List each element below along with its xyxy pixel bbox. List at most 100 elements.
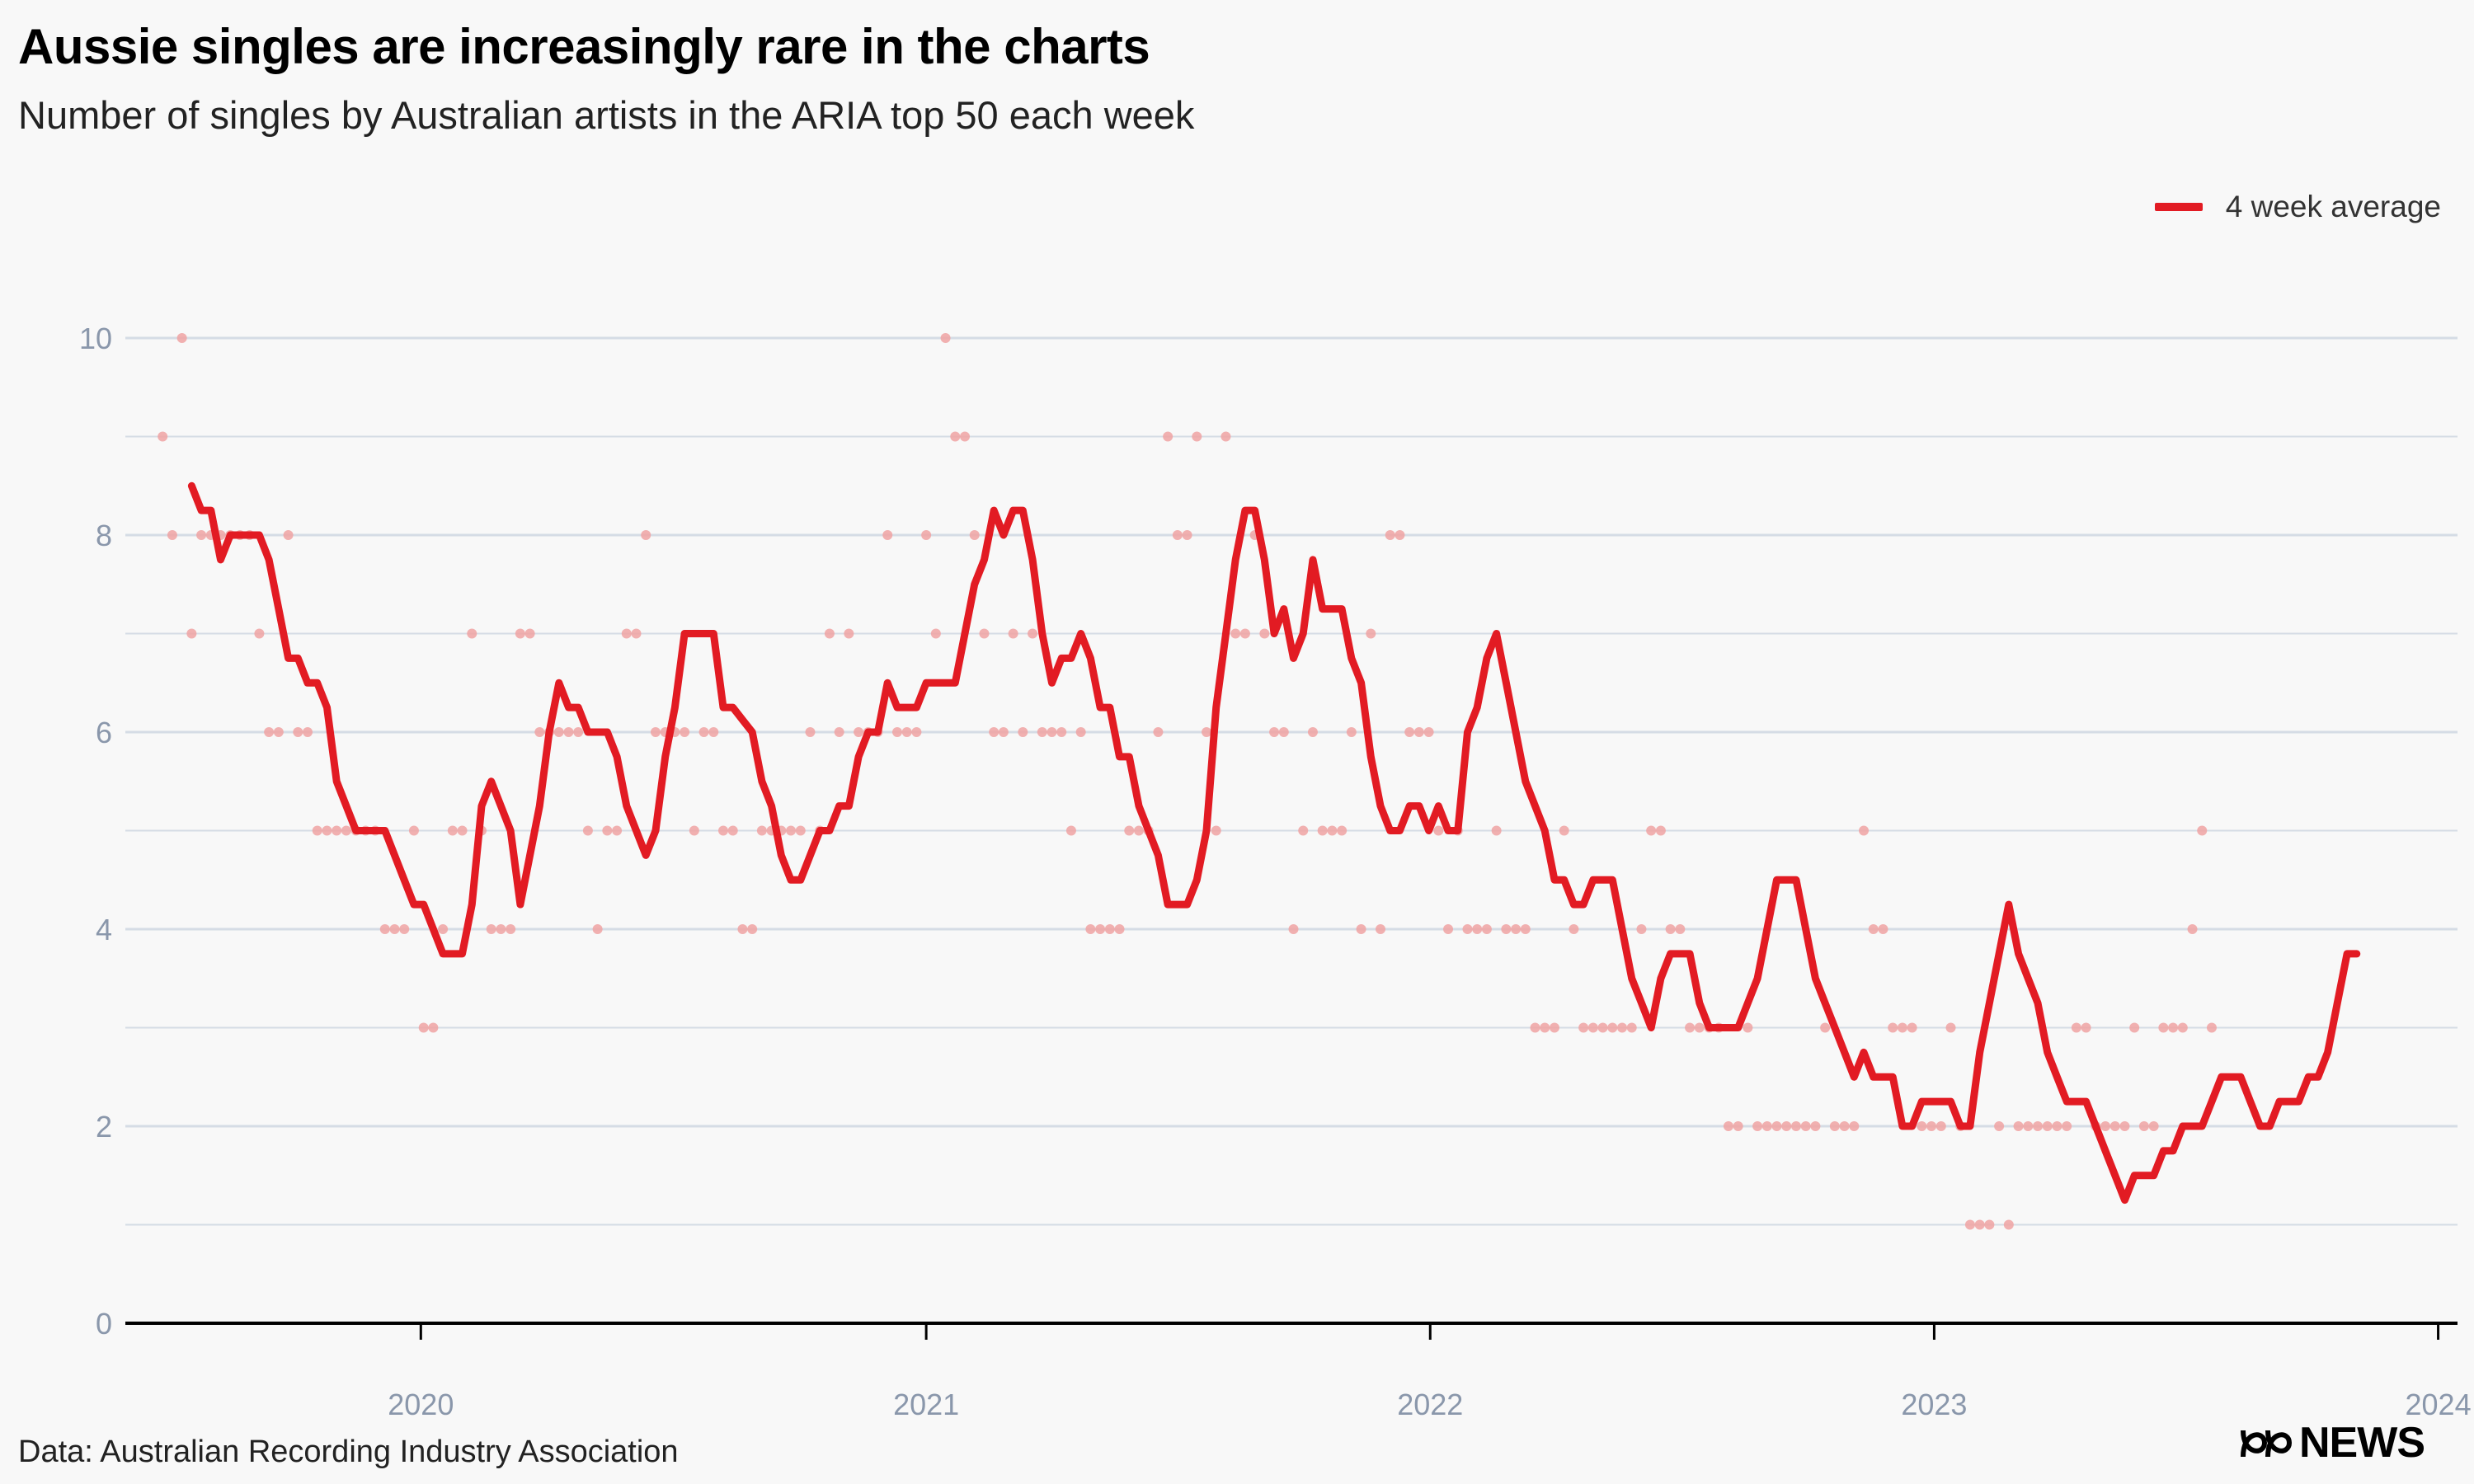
weekly-count-point: [1269, 727, 1280, 737]
weekly-count-point: [1917, 1121, 1927, 1131]
weekly-count-point: [612, 825, 623, 836]
weekly-count-point: [1578, 1022, 1589, 1033]
weekly-count-point: [467, 628, 477, 639]
x-tick-label: 2024: [2406, 1388, 2472, 1421]
weekly-count-point: [1028, 628, 1038, 639]
series-line-4-week-average: [187, 481, 2361, 1205]
weekly-count-point: [1984, 1219, 1995, 1230]
weekly-count-point: [1820, 1022, 1831, 1033]
weekly-count-point: [1617, 1022, 1628, 1033]
weekly-count-point: [1095, 924, 1106, 934]
weekly-count-point: [1597, 1022, 1608, 1033]
weekly-count-point: [940, 333, 951, 343]
weekly-count-point: [1104, 924, 1115, 934]
weekly-count-point: [891, 727, 902, 737]
weekly-count-point: [524, 628, 535, 639]
weekly-count-point: [921, 530, 932, 540]
weekly-count-point: [254, 628, 265, 639]
weekly-count-point: [447, 825, 458, 836]
weekly-count-point: [2052, 1121, 2062, 1131]
weekly-count-point: [1540, 1022, 1550, 1033]
weekly-count-point: [930, 628, 941, 639]
weekly-count-point: [1404, 727, 1415, 737]
weekly-count-point: [1327, 825, 1338, 836]
weekly-count-point: [747, 924, 758, 934]
chart-subtitle: Number of singles by Australian artists …: [18, 93, 1195, 137]
weekly-count-point: [1511, 924, 1522, 934]
weekly-count-point: [1868, 924, 1879, 934]
weekly-count-point: [486, 924, 496, 934]
weekly-count-point: [2100, 1121, 2111, 1131]
weekly-count-point: [303, 727, 313, 737]
weekly-count-point: [264, 727, 275, 737]
weekly-count-point: [2071, 1022, 2081, 1033]
weekly-count-point: [389, 924, 400, 934]
weekly-count-point: [322, 825, 332, 836]
weekly-count-point: [158, 431, 168, 442]
weekly-count-point: [1559, 825, 1569, 836]
weekly-count-point: [717, 825, 728, 836]
weekly-count-point: [408, 825, 419, 836]
weekly-count-point: [1685, 1022, 1696, 1033]
average-series: [187, 481, 2361, 1205]
y-tick-label: 0: [96, 1307, 112, 1341]
weekly-count-point: [186, 628, 197, 639]
weekly-count-point: [1723, 1121, 1733, 1131]
weekly-count-point: [1202, 727, 1212, 737]
y-tick-label: 6: [96, 716, 112, 749]
weekly-count-point: [1549, 1022, 1559, 1033]
weekly-count-point: [2148, 1121, 2159, 1131]
weekly-count-point: [786, 825, 797, 836]
weekly-count-point: [621, 628, 632, 639]
weekly-count-point: [293, 727, 303, 737]
weekly-count-point: [1839, 1121, 1850, 1131]
weekly-count-point: [979, 628, 990, 639]
weekly-count-point: [969, 530, 980, 540]
weekly-count-point: [1443, 924, 1454, 934]
weekly-count-point: [1413, 727, 1424, 737]
brand-text: NEWS: [2299, 1419, 2425, 1467]
weekly-count-point: [1520, 924, 1531, 934]
weekly-count-point: [1771, 1121, 1782, 1131]
weekly-count-point: [582, 825, 593, 836]
weekly-count-point: [1221, 431, 1231, 442]
weekly-count-point: [1849, 1121, 1860, 1131]
weekly-count-point: [283, 530, 294, 540]
weekly-count-point: [1530, 1022, 1540, 1033]
weekly-count-point: [1675, 924, 1686, 934]
weekly-count-point: [379, 924, 390, 934]
weekly-count-point: [1259, 628, 1270, 639]
weekly-count-point: [2129, 1022, 2140, 1033]
weekly-count-point: [689, 825, 699, 836]
weekly-count-point: [534, 727, 545, 737]
weekly-count-point: [1056, 727, 1067, 737]
weekly-count-point: [2138, 1121, 2149, 1131]
weekly-count-point: [1665, 924, 1676, 934]
weekly-count-point: [2197, 825, 2208, 836]
weekly-count-point: [1897, 1022, 1907, 1033]
weekly-count-point: [592, 924, 603, 934]
weekly-count-point: [1752, 1121, 1763, 1131]
weekly-count-point: [1646, 825, 1657, 836]
weekly-count-point: [708, 727, 719, 737]
weekly-count-point: [1278, 727, 1289, 737]
weekly-count-point: [2081, 1022, 2091, 1033]
weekly-count-point: [631, 628, 642, 639]
x-tick-label: 2023: [1901, 1388, 1967, 1421]
weekly-count-point: [1743, 1022, 1753, 1033]
weekly-count-point: [1065, 825, 1076, 836]
weekly-count-point: [960, 431, 971, 442]
y-tick-label: 2: [96, 1110, 112, 1144]
weekly-count-point: [1423, 727, 1434, 737]
weekly-count-point: [1733, 1121, 1743, 1131]
weekly-count-point: [2042, 1121, 2053, 1131]
weekly-count-point: [1375, 924, 1385, 934]
weekly-count-point: [341, 825, 351, 836]
abc-news-logo: NEWS: [2240, 1418, 2425, 1468]
weekly-count-point: [1810, 1121, 1821, 1131]
weekly-count-point: [1491, 825, 1502, 836]
y-tick-label: 4: [96, 913, 112, 946]
weekly-count-point: [167, 530, 177, 540]
weekly-count-point: [1018, 727, 1028, 737]
weekly-count-point: [1878, 924, 1888, 934]
